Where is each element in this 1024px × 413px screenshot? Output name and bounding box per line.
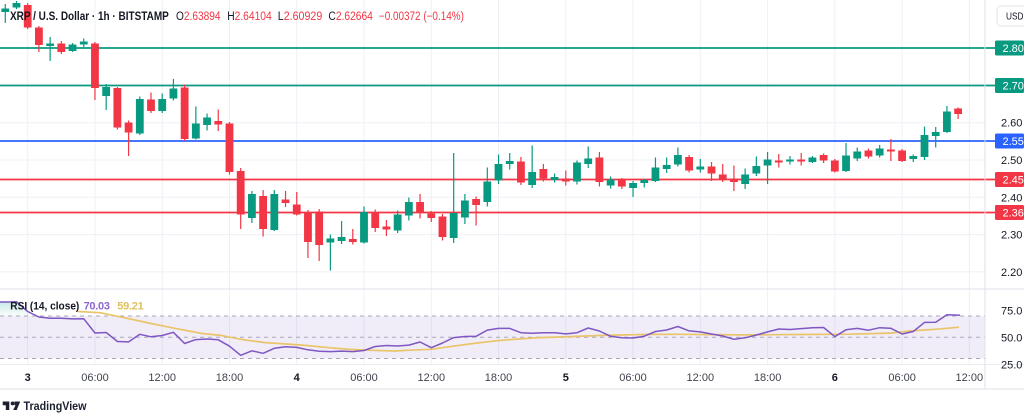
svg-text:18:00: 18:00	[485, 372, 513, 384]
svg-text:2.70: 2.70	[1003, 81, 1024, 93]
svg-text:4: 4	[294, 372, 301, 384]
svg-text:2.20: 2.20	[1001, 267, 1022, 279]
svg-text:2.55: 2.55	[1003, 136, 1024, 148]
svg-text:6: 6	[832, 372, 838, 384]
svg-text:06:00: 06:00	[81, 372, 109, 384]
svg-text:06:00: 06:00	[619, 372, 647, 384]
svg-text:USD: USD	[1006, 12, 1024, 23]
svg-text:12:00: 12:00	[687, 372, 715, 384]
svg-text:2.45: 2.45	[1003, 175, 1024, 187]
svg-text:18:00: 18:00	[216, 372, 244, 384]
svg-text:59.21: 59.21	[117, 301, 143, 313]
svg-text:2.36: 2.36	[1003, 208, 1024, 220]
svg-text:XRP / U.S. Dollar · 1h · BITST: XRP / U.S. Dollar · 1h · BITSTAMP	[10, 11, 169, 23]
svg-text:06:00: 06:00	[350, 372, 378, 384]
svg-text:12:00: 12:00	[148, 372, 176, 384]
svg-text:50.0: 50.0	[1001, 332, 1022, 344]
svg-text:O2.63894: O2.63894	[176, 11, 221, 23]
svg-text:18:00: 18:00	[754, 372, 782, 384]
svg-text:12:00: 12:00	[418, 372, 446, 384]
svg-text:RSI (14, close): RSI (14, close)	[10, 301, 79, 313]
svg-text:L2.60929: L2.60929	[278, 11, 323, 23]
svg-text:−0.00372 (−0.14%): −0.00372 (−0.14%)	[379, 11, 464, 23]
svg-text:70.03: 70.03	[84, 301, 110, 313]
svg-text:2.80: 2.80	[1003, 43, 1024, 55]
svg-text:3: 3	[25, 372, 31, 384]
svg-text:75.0: 75.0	[1001, 306, 1022, 318]
svg-text:TradingView: TradingView	[24, 401, 87, 413]
svg-text:25.0: 25.0	[1001, 359, 1022, 371]
svg-text:06:00: 06:00	[888, 372, 916, 384]
svg-text:2.50: 2.50	[1001, 155, 1022, 167]
svg-text:5: 5	[563, 372, 569, 384]
svg-text:12:00: 12:00	[956, 372, 984, 384]
svg-text:2.40: 2.40	[1001, 192, 1022, 204]
svg-text:2.30: 2.30	[1001, 230, 1022, 242]
svg-text:C2.62664: C2.62664	[328, 11, 373, 23]
svg-text:H2.64104: H2.64104	[227, 11, 272, 23]
svg-text:2.60: 2.60	[1001, 118, 1022, 130]
